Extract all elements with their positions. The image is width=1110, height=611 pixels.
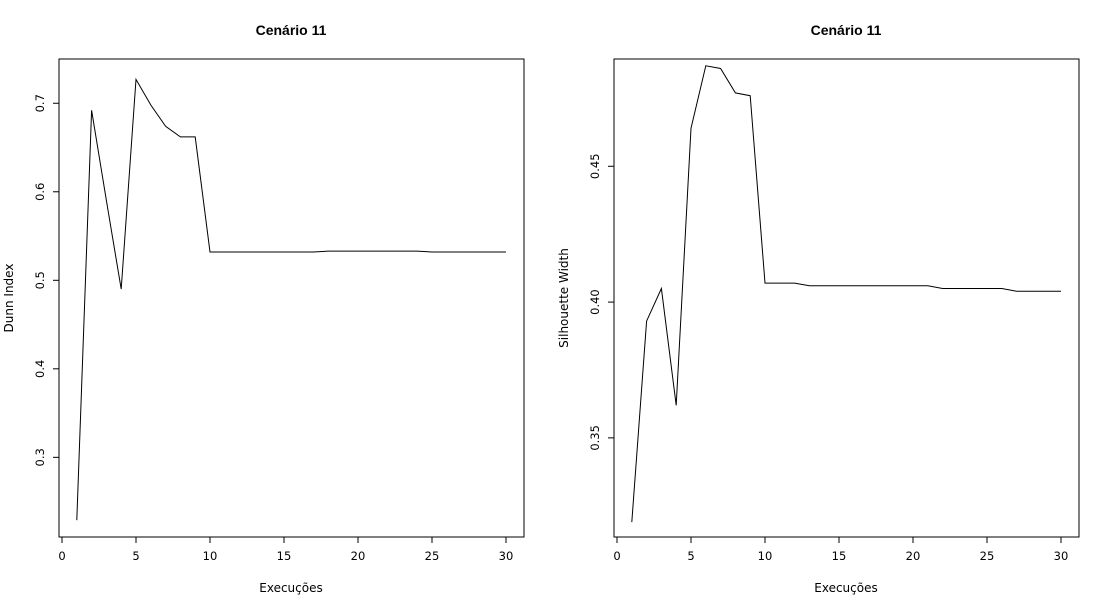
x-axis-label: Execuções [814, 581, 877, 595]
x-tick-label: 30 [1054, 549, 1069, 563]
y-tick-label: 0.7 [33, 94, 47, 112]
silhouette-width-series-line [631, 65, 1061, 523]
silhouette-width-chart: Cenário 11 Execuções Silhouette Width 0 5… [557, 22, 1080, 595]
x-axis: 0 5 10 15 20 25 30 [58, 536, 514, 563]
x-tick-label: 5 [687, 549, 694, 563]
x-tick-label: 0 [58, 549, 65, 563]
y-axis: 0.3 0.4 0.5 0.6 0.7 [33, 94, 60, 466]
x-tick-label: 25 [425, 549, 440, 563]
chart-title: Cenário 11 [811, 22, 882, 38]
y-tick-label: 0.5 [33, 271, 47, 289]
x-tick-label: 10 [758, 549, 773, 563]
x-tick-label: 15 [277, 549, 292, 563]
y-tick-label: 0.4 [33, 360, 47, 378]
x-tick-label: 5 [132, 549, 139, 563]
dunn-index-series-line [76, 77, 506, 521]
y-tick-label: 0.6 [33, 183, 47, 201]
x-axis: 0 5 10 15 20 25 30 [613, 536, 1069, 563]
x-tick-label: 20 [906, 549, 921, 563]
x-tick-label: 25 [980, 549, 995, 563]
y-tick-label: 0.35 [588, 425, 602, 451]
chart-title: Cenário 11 [256, 22, 327, 38]
plot-frame [58, 58, 525, 538]
x-tick-label: 30 [499, 549, 514, 563]
y-tick-label: 0.45 [588, 153, 602, 179]
plot-frame [613, 58, 1080, 538]
x-axis-label: Execuções [259, 581, 322, 595]
y-tick-label: 0.3 [33, 448, 47, 466]
x-tick-label: 0 [613, 549, 620, 563]
x-tick-label: 10 [203, 549, 218, 563]
x-tick-label: 15 [832, 549, 847, 563]
y-axis-label: Dunn Index [2, 264, 16, 333]
dunn-index-chart: Cenário 11 Execuções Dunn Index 0 5 10 15 20… [2, 22, 525, 595]
y-tick-label: 0.40 [588, 289, 602, 315]
y-axis: 0.35 0.40 0.45 [588, 153, 615, 451]
x-tick-label: 20 [351, 549, 366, 563]
y-axis-label: Silhouette Width [557, 248, 571, 348]
